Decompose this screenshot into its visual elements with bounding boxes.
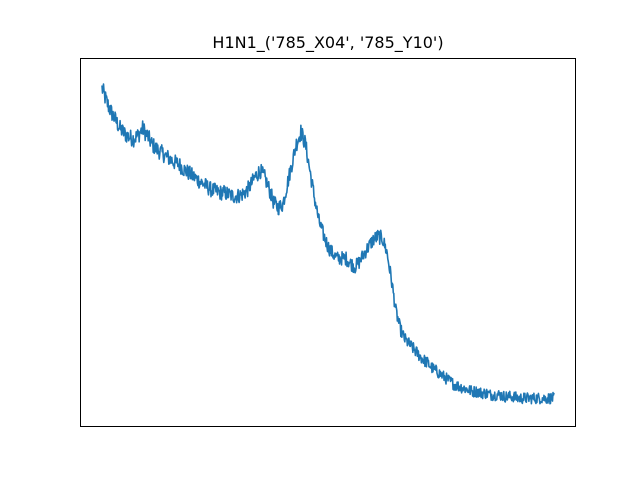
series-line-0 xyxy=(101,83,555,405)
series-layer xyxy=(101,83,555,405)
chart-title: H1N1_('785_X04', '785_Y10') xyxy=(212,33,444,52)
axes-frame xyxy=(80,58,576,427)
